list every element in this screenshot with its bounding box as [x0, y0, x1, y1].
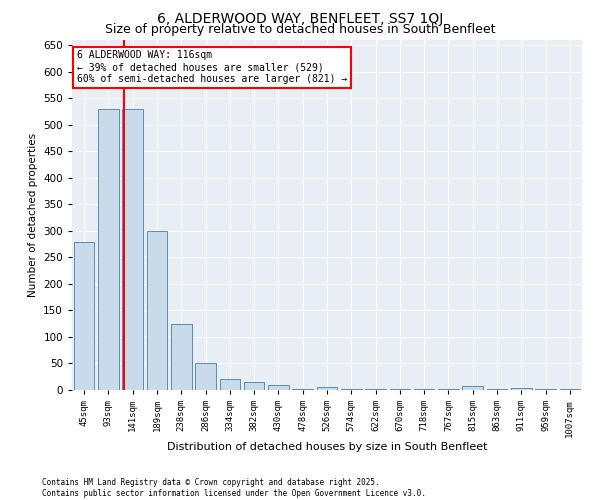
Text: Contains HM Land Registry data © Crown copyright and database right 2025.
Contai: Contains HM Land Registry data © Crown c… — [42, 478, 426, 498]
Bar — [463, 386, 483, 390]
Text: 6 ALDERWOOD WAY: 116sqm
← 39% of detached houses are smaller (529)
60% of semi-d: 6 ALDERWOOD WAY: 116sqm ← 39% of detache… — [77, 50, 347, 84]
Text: 6, ALDERWOOD WAY, BENFLEET, SS7 1QJ: 6, ALDERWOOD WAY, BENFLEET, SS7 1QJ — [157, 12, 443, 26]
Bar — [74, 242, 94, 390]
X-axis label: Distribution of detached houses by size in South Benfleet: Distribution of detached houses by size … — [167, 442, 487, 452]
Bar — [511, 388, 532, 390]
Bar — [220, 380, 240, 390]
Bar — [98, 109, 119, 390]
Bar — [292, 389, 313, 390]
Bar — [195, 364, 216, 390]
Bar — [122, 109, 143, 390]
Text: Size of property relative to detached houses in South Benfleet: Size of property relative to detached ho… — [105, 22, 495, 36]
Bar — [268, 384, 289, 390]
Bar — [535, 389, 556, 390]
Bar — [560, 389, 580, 390]
Bar — [171, 324, 191, 390]
Bar — [365, 389, 386, 390]
Bar — [146, 231, 167, 390]
Y-axis label: Number of detached properties: Number of detached properties — [28, 133, 38, 297]
Bar — [244, 382, 265, 390]
Bar — [317, 388, 337, 390]
